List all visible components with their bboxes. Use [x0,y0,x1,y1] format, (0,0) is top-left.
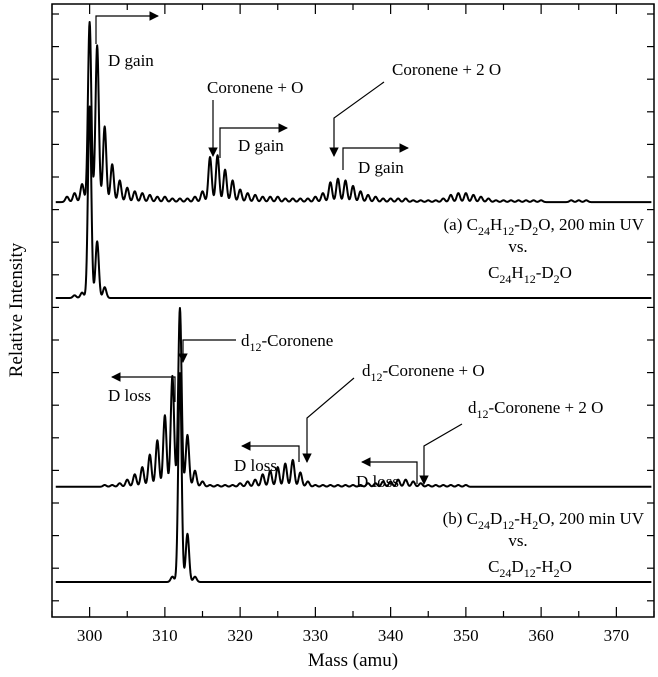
annotation-d-loss-3: D loss [356,457,418,491]
svg-text:Coronene + 2 O: Coronene + 2 O [392,60,501,79]
annotation-d-loss-2: D loss [234,441,300,475]
svg-text:D loss: D loss [356,472,399,491]
panel-a-label-line-1: (a) C24H12-D2O, 200 min UV [444,215,645,238]
trace-reference-a [55,105,652,299]
x-tick-label: 330 [303,626,329,645]
svg-text:D loss: D loss [234,456,277,475]
trace-reference-b [55,372,652,583]
panel-a-label-line-2: vs. [508,237,527,256]
annotation-coronene-2o: Coronene + 2 O [329,60,501,157]
svg-text:D gain: D gain [108,51,154,70]
svg-text:d12-Coronene: d12-Coronene [241,331,333,354]
trace-irradiated-a [55,20,652,204]
annotation-d-gain-3: D gain [342,143,409,177]
x-tick-label: 320 [227,626,253,645]
trace-irradiated-b [55,306,652,488]
x-tick-label: 360 [528,626,554,645]
panel-b-label-line-3: C24D12-H2O [488,557,572,580]
x-tick-label: 340 [378,626,404,645]
panel-a-label-line-3: C24H12-D2O [488,263,572,286]
panel-b-label-line-1: (b) C24D12-H2O, 200 min UV [443,509,645,532]
svg-text:Coronene + O: Coronene + O [207,78,303,97]
svg-text:D loss: D loss [108,386,151,405]
annotation-coronene-o: Coronene + O [207,78,303,157]
y-axis-title: Relative Intensity [6,242,27,377]
svg-text:D gain: D gain [238,136,284,155]
y-axis-ticks [52,13,654,602]
x-tick-label: 300 [77,626,103,645]
svg-text:d12-Coronene + 2 O: d12-Coronene + 2 O [468,398,603,421]
svg-text:D gain: D gain [358,158,404,177]
annotation-d-gain-1: D gain [95,11,159,70]
svg-text:d12-Coronene + O: d12-Coronene + O [362,361,485,384]
panel-b-label-line-2: vs. [508,531,527,550]
x-tick-label: 350 [453,626,479,645]
annotation-d-gain-2: D gain [219,123,288,158]
x-axis-ticks: 300 310 320 330 340 350 360 370 [51,4,655,645]
spectrum-traces [55,20,652,583]
annotation-d12-coronene-o: d12-Coronene + O [302,361,485,463]
annotation-d12-coronene: d12-Coronene [178,331,333,363]
x-tick-label: 310 [152,626,178,645]
annotation-d-loss-1: D loss [108,372,176,405]
annotation-d12-coronene-2o: d12-Coronene + 2 O [419,398,603,485]
x-axis-title: Mass (amu) [308,650,398,671]
x-tick-label: 370 [604,626,630,645]
